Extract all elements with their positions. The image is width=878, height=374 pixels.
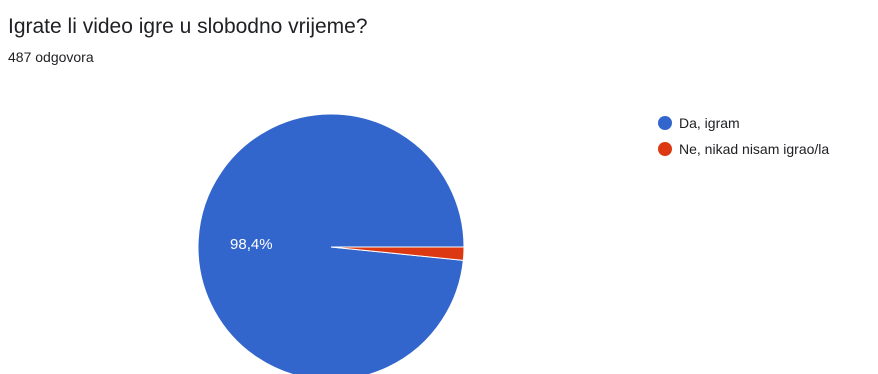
legend-item-da-igram[interactable]: Da, igram xyxy=(658,114,829,132)
legend-item-ne-nikad[interactable]: Ne, nikad nisam igrao/la xyxy=(658,140,829,158)
legend: Da, igram Ne, nikad nisam igrao/la xyxy=(658,114,829,166)
legend-swatch-ne-nikad xyxy=(658,142,672,156)
chart-title: Igrate li video igre u slobodno vrijeme? xyxy=(8,15,368,38)
pie-labels: 98,4% xyxy=(230,236,273,253)
pie-data-label-0: 98,4% xyxy=(230,236,273,253)
response-count: 487 odgovora xyxy=(8,49,94,65)
pie-slices xyxy=(197,113,465,374)
legend-swatch-da-igram xyxy=(658,116,672,130)
legend-label-ne-nikad: Ne, nikad nisam igrao/la xyxy=(679,141,830,157)
pie-slice-1[interactable] xyxy=(330,246,465,261)
pie-slice-0[interactable] xyxy=(197,113,465,374)
legend-label-da-igram: Da, igram xyxy=(679,115,740,131)
